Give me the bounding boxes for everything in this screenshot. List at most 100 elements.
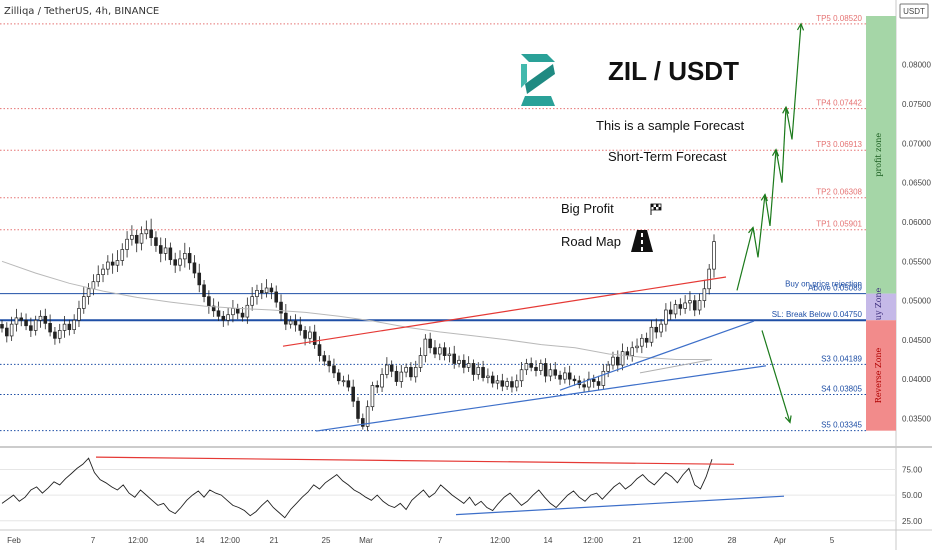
candle-body: [385, 364, 389, 375]
candle: [240, 307, 245, 322]
candle: [582, 378, 586, 393]
candle-body: [630, 347, 634, 356]
candle: [389, 360, 394, 378]
candle: [529, 357, 533, 372]
candle: [341, 375, 346, 387]
candle: [413, 360, 418, 383]
x-tick-10: 14: [544, 536, 553, 545]
candle-body: [245, 304, 250, 318]
candle: [476, 362, 481, 380]
candle-body: [447, 353, 452, 356]
candle-body: [53, 331, 57, 339]
candle-body: [442, 347, 447, 356]
candle-body: [553, 369, 558, 376]
candle-body: [558, 374, 562, 380]
candle: [312, 324, 317, 349]
candle: [356, 397, 360, 423]
candle: [130, 225, 134, 246]
candle: [274, 285, 278, 308]
rsi-tick-1: 50.00: [902, 491, 923, 500]
x-tick-12: 21: [633, 536, 642, 545]
candle-body: [226, 314, 230, 321]
currency-badge[interactable]: USDT: [899, 3, 929, 19]
candle-body: [370, 385, 375, 408]
candle-body: [101, 268, 105, 275]
candle: [86, 283, 91, 305]
candle: [149, 218, 153, 246]
candle-body: [255, 290, 259, 297]
x-tick-0: Feb: [7, 536, 21, 545]
candle-body: [332, 365, 336, 374]
candle: [279, 294, 283, 321]
candle: [539, 359, 543, 376]
candle: [284, 304, 288, 331]
candle-body: [635, 345, 639, 349]
candle: [192, 255, 197, 279]
candle-body: [163, 247, 168, 254]
candle-body: [361, 418, 365, 427]
candle-body: [418, 355, 423, 368]
candle-body: [616, 356, 620, 366]
candle: [168, 242, 173, 265]
x-tick-16: 5: [830, 536, 835, 545]
candle-body: [158, 245, 163, 254]
candle-body: [471, 363, 476, 375]
candle-body: [601, 370, 606, 386]
candle-body: [168, 247, 173, 261]
level-label-2: TP3 0.06913: [816, 140, 862, 149]
candle-body: [712, 241, 716, 270]
candle: [24, 313, 28, 331]
candle-body: [495, 380, 500, 384]
forecast-leg-7: [785, 107, 793, 140]
candle-body: [91, 281, 96, 290]
candle: [322, 350, 327, 366]
x-tick-13: 12:00: [673, 536, 694, 545]
level-label-7: S3 0.04189: [821, 354, 862, 363]
candle-body: [625, 351, 630, 356]
candle: [563, 367, 567, 384]
candle: [500, 373, 505, 392]
candle-body: [221, 315, 226, 321]
candle: [375, 380, 380, 394]
candle: [644, 332, 649, 348]
x-tick-7: Mar: [359, 536, 373, 545]
candle: [134, 229, 139, 253]
x-tick-14: 28: [728, 536, 737, 545]
forecast-leg-0: [736, 227, 754, 291]
candle-body: [654, 326, 659, 333]
candle: [264, 279, 269, 298]
candle: [67, 319, 72, 336]
candle-body: [96, 274, 100, 283]
candle: [19, 312, 24, 327]
candle: [139, 226, 144, 251]
candle-body: [702, 288, 707, 301]
candle-body: [563, 372, 567, 380]
candle: [250, 287, 254, 311]
y-tick-1: 0.04000: [902, 375, 931, 384]
candle-body: [260, 290, 264, 294]
candle: [202, 279, 206, 303]
candle: [332, 358, 336, 379]
candle-body: [279, 301, 283, 314]
level-label-6: SL: Break Below 0.04750: [772, 310, 863, 319]
candle-body: [9, 323, 14, 337]
candle: [178, 250, 182, 272]
candle-body: [673, 304, 678, 315]
candle-body: [611, 356, 615, 366]
zilliqa-logo: [521, 54, 555, 106]
zone-1: [866, 293, 896, 321]
candle-body: [134, 234, 139, 244]
candle-body: [404, 367, 408, 373]
candle-body: [620, 351, 625, 366]
candle: [365, 400, 370, 432]
candle-body: [5, 327, 9, 337]
candle-body: [591, 378, 596, 382]
candle-body: [106, 261, 110, 270]
candle: [101, 264, 105, 283]
candle: [173, 252, 177, 273]
y-tick-2: 0.04500: [902, 336, 931, 345]
candle: [442, 342, 447, 361]
reverse-leg: [761, 330, 791, 423]
note-sample-forecast: This is a sample Forecast: [596, 118, 744, 133]
